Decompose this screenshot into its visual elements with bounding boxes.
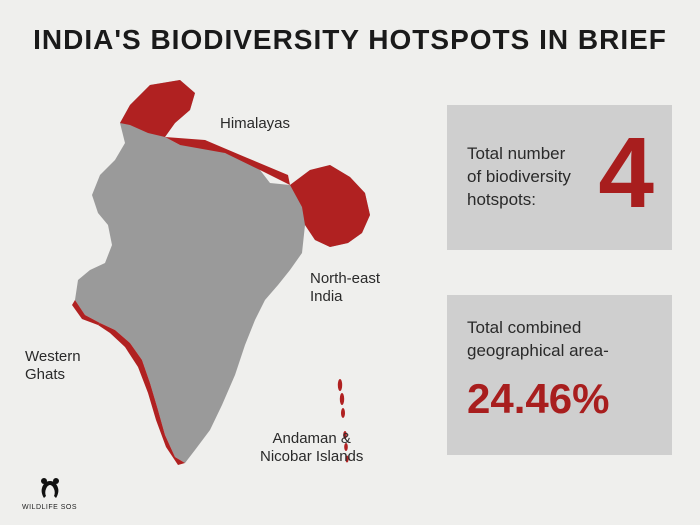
stat-box-area: Total combined geographical area- 24.46% xyxy=(447,295,672,455)
page-title: INDIA'S BIODIVERSITY HOTSPOTS IN BRIEF xyxy=(0,0,700,56)
label-andaman: Andaman &Nicobar Islands xyxy=(260,430,363,466)
stat-count-label: Total number of biodiversity hotspots: xyxy=(467,143,577,212)
label-western-ghats: WesternGhats xyxy=(25,348,81,384)
stat-area-value: 24.46% xyxy=(467,375,652,423)
stat-box-hotspot-count: Total number of biodiversity hotspots: 4 xyxy=(447,105,672,250)
label-northeast: North-eastIndia xyxy=(310,270,380,306)
stat-area-label: Total combined geographical area- xyxy=(467,317,652,363)
logo-text: WILDLIFE SOS xyxy=(22,504,77,511)
stat-count-value: 4 xyxy=(598,123,654,223)
wildlife-sos-logo: WILDLIFE SOS xyxy=(22,477,77,511)
label-himalayas: Himalayas xyxy=(220,115,290,133)
